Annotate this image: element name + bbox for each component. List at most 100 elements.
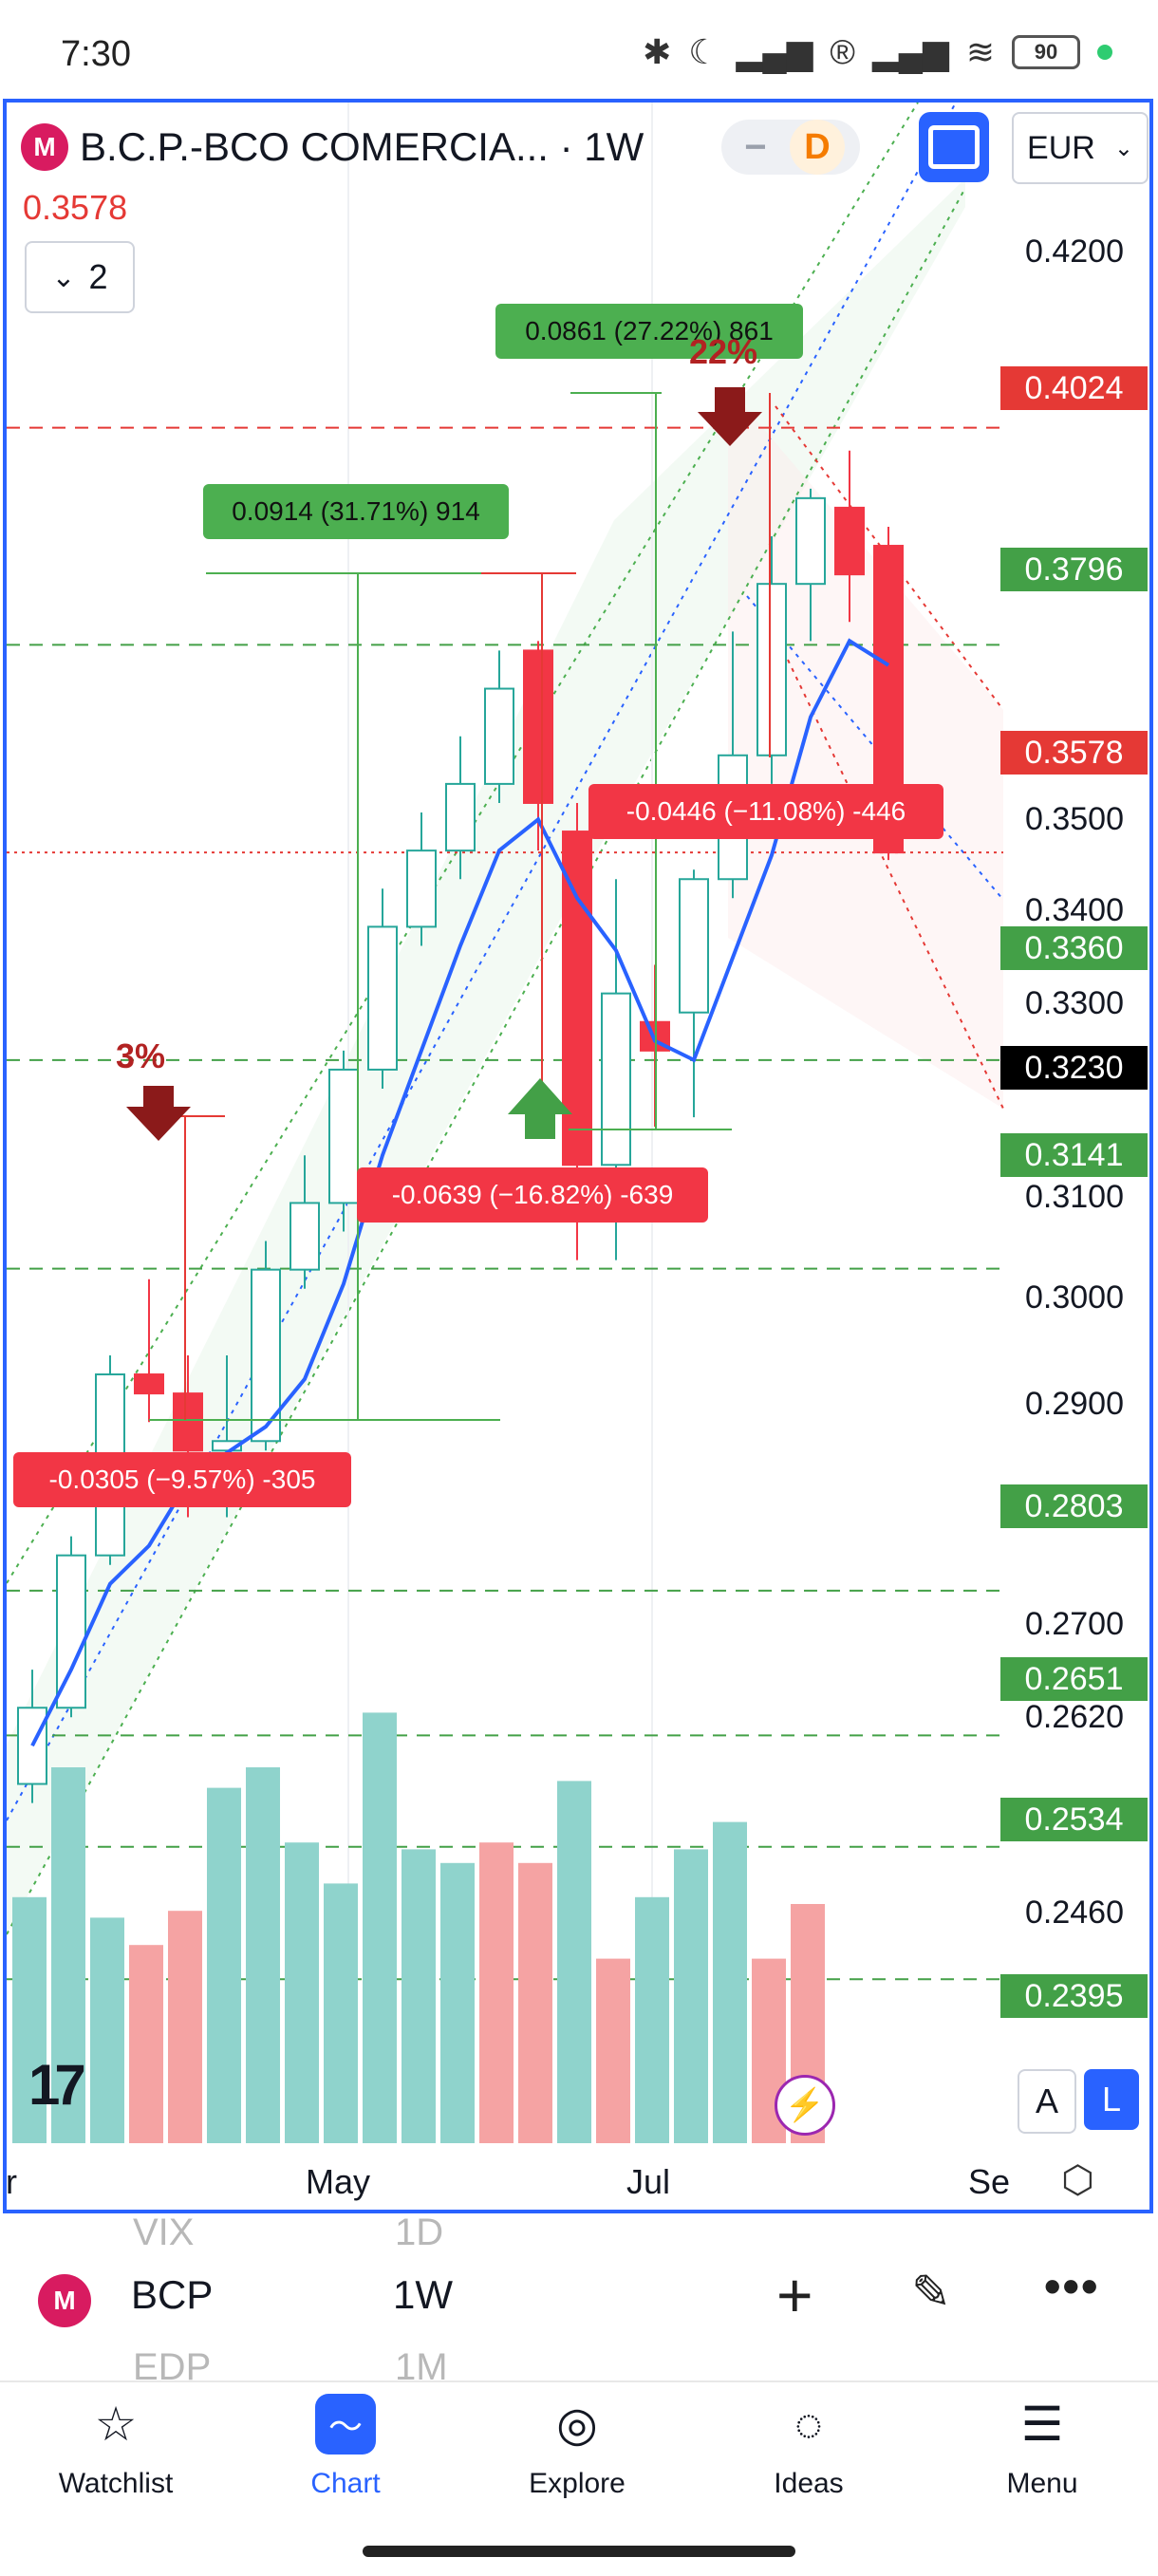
nav-menu[interactable]: ☰ Menu <box>947 2394 1137 2500</box>
roaming-icon: ® <box>830 32 855 71</box>
auto-scale-button[interactable]: A <box>1018 2069 1076 2134</box>
candle-body <box>173 1392 203 1452</box>
price-tag: 0.3360 <box>1000 926 1148 970</box>
regression-channel-fill <box>7 178 965 1934</box>
menu-icon: ☰ <box>1020 2398 1064 2451</box>
price-tag: 0.2395 <box>1000 1974 1148 2018</box>
signal-icon: ▂▄▆ <box>736 32 813 71</box>
nav-watchlist[interactable]: ☆ Watchlist <box>21 2394 211 2500</box>
fullscreen-button[interactable] <box>919 112 989 182</box>
candle-body <box>367 925 398 1071</box>
settings-icon[interactable]: ⬡ <box>1061 2159 1094 2201</box>
delayed-badge[interactable]: D <box>790 120 845 175</box>
channel-mid-line <box>7 103 957 1821</box>
price-label: 0.3000 <box>1025 1279 1124 1316</box>
time-label: r <box>6 2162 17 2201</box>
ghost-interval-top: 1D <box>395 2212 444 2253</box>
status-icons: ✱ ☾ ▂▄▆ ® ▂▄▆ ≋ 90 <box>643 28 1112 76</box>
signal-percent-label: 22% <box>689 332 758 371</box>
price-label: 0.4200 <box>1025 233 1124 270</box>
compass-icon: ◎ <box>556 2398 598 2451</box>
nav-label: Ideas <box>774 2468 844 2499</box>
volume-bar <box>90 1917 124 2143</box>
price-tag: 0.3796 <box>1000 548 1148 591</box>
signal-icon-2: ▂▄▆ <box>871 32 949 71</box>
candle-body <box>445 782 476 852</box>
chevron-down-icon: ⌄ <box>1113 135 1133 161</box>
nav-label: Chart <box>310 2468 381 2499</box>
volume-bar <box>479 1842 514 2143</box>
candle-body <box>56 1554 86 1709</box>
candle-body <box>679 878 709 1014</box>
nav-label: Menu <box>1006 2468 1078 2499</box>
volume-bar <box>402 1849 436 2143</box>
candle-body <box>290 1202 320 1271</box>
more-icon[interactable]: ••• <box>1044 2260 1100 2313</box>
symbol-logo: M <box>38 2274 91 2327</box>
price-label: 0.3400 <box>1025 892 1124 928</box>
measure-label[interactable]: -0.0305 (−9.57%) -305 <box>13 1452 351 1507</box>
price-tag: 0.4024 <box>1000 366 1148 410</box>
moon-icon: ☾ <box>688 32 719 71</box>
price-label: 0.2900 <box>1025 1386 1124 1422</box>
symbol-logo-small[interactable]: M <box>38 2270 91 2331</box>
draw-icon[interactable]: ✎ <box>911 2266 951 2319</box>
price-tag: 0.3230 <box>1000 1046 1148 1090</box>
bottom-nav <box>0 2380 1158 2576</box>
indicators-expand-button[interactable]: ⌄ 2 <box>25 241 135 313</box>
candle-body <box>484 687 514 785</box>
volume-bar <box>246 1767 280 2143</box>
symbol-bar: VIX 1D EDP 1M <box>0 2212 1158 2388</box>
symbol-name[interactable]: BCP <box>131 2272 214 2317</box>
minus-icon[interactable]: − <box>744 125 767 168</box>
nav-ideas[interactable]: ◌ Ideas <box>714 2394 904 2500</box>
currency-select[interactable]: EUR ⌄ <box>1012 112 1149 184</box>
session-toggle[interactable]: − D <box>721 120 860 175</box>
status-time: 7:30 <box>61 34 131 74</box>
add-icon[interactable]: + <box>776 2260 813 2330</box>
time-label: Se <box>968 2162 1011 2201</box>
candle-body <box>834 506 865 576</box>
chart-canvas[interactable] <box>7 103 1153 2213</box>
sell-arrow-icon-2 <box>698 387 762 446</box>
volume-bar <box>557 1781 591 2143</box>
volume-bar <box>168 1911 202 2143</box>
price-tag: 0.3141 <box>1000 1133 1148 1177</box>
volume-bar <box>596 1958 630 2143</box>
sell-arrow-icon <box>126 1086 191 1141</box>
volume-bar <box>324 1883 358 2143</box>
status-bar: 7:30 ✱ ☾ ▂▄▆ ® ▂▄▆ ≋ 90 <box>0 0 1158 103</box>
indicator-count: 2 <box>88 257 108 296</box>
price-tag: 0.3578 <box>1000 731 1148 775</box>
volume-bar <box>363 1712 397 2143</box>
lightning-icon[interactable]: ⚡ <box>775 2075 835 2136</box>
lightbulb-icon: ◌ <box>794 2398 823 2451</box>
price-tag: 0.2651 <box>1000 1657 1148 1701</box>
price-tag: 0.2534 <box>1000 1798 1148 1841</box>
volume-bar <box>440 1862 475 2143</box>
symbol-title[interactable]: B.C.P.-BCO COMERCIA... · 1W <box>80 124 644 169</box>
symbol-header[interactable]: M B.C.P.-BCO COMERCIA... · 1W <box>21 118 644 177</box>
nav-explore[interactable]: ◎ Explore <box>482 2394 672 2500</box>
nav-chart[interactable]: 〜 Chart <box>251 2394 440 2500</box>
measure-label[interactable]: -0.0639 (−16.82%) -639 <box>357 1167 708 1223</box>
nav-label: Explore <box>529 2468 626 2499</box>
volume-bar <box>51 1767 85 2143</box>
candle-body <box>328 1068 359 1204</box>
price-tag: 0.2803 <box>1000 1484 1148 1528</box>
measure-label[interactable]: -0.0446 (−11.08%) -446 <box>588 784 943 839</box>
price-label: 0.2620 <box>1025 1699 1124 1735</box>
measure-label[interactable]: 0.0861 (27.22%) 861 <box>495 304 803 359</box>
privacy-dot-icon <box>1097 45 1112 60</box>
volume-bar <box>12 1896 47 2143</box>
tradingview-logo: 17 <box>28 2053 86 2117</box>
candle-body <box>17 1707 47 1785</box>
interval-value[interactable]: 1W <box>393 2272 453 2317</box>
buy-arrow-icon <box>508 1078 572 1139</box>
chart-area[interactable] <box>3 99 1153 2213</box>
log-scale-button[interactable]: L <box>1084 2069 1139 2130</box>
volume-bar <box>129 1945 163 2143</box>
measure-label[interactable]: 0.0914 (31.71%) 914 <box>203 484 509 539</box>
volume-bar <box>207 1787 241 2143</box>
volume-bar <box>674 1849 708 2143</box>
